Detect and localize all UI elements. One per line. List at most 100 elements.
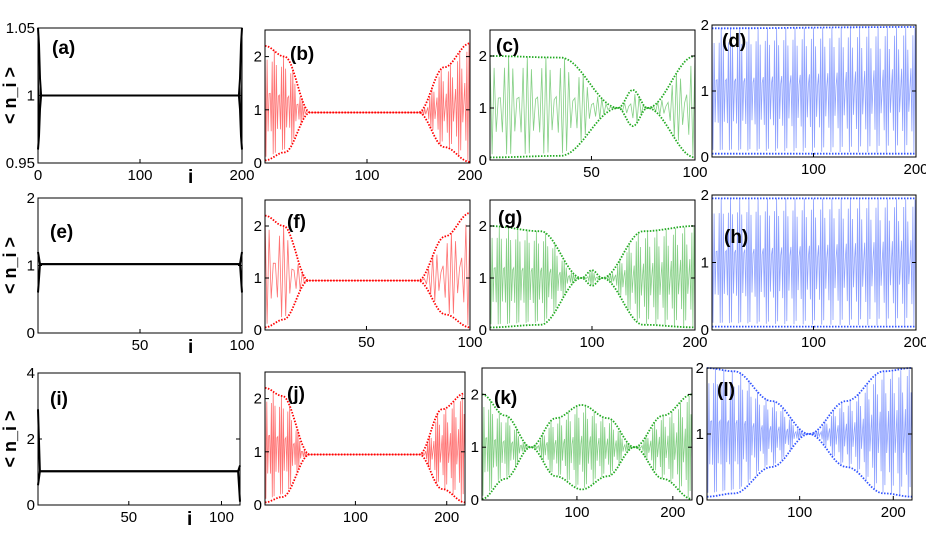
subplot-e: 0 1 2 50 100 (e) i < n_i > xyxy=(0,190,255,358)
y-tick-label: 1 xyxy=(254,270,262,287)
x-tick-label: 50 xyxy=(583,164,600,181)
subplot-b: 0 1 2 100 200 (b) xyxy=(254,29,483,184)
series-line xyxy=(711,27,917,153)
axes-frame xyxy=(264,199,471,331)
series-line xyxy=(481,394,693,498)
subplot-d: 0 1 2 100 200 (d) xyxy=(701,17,926,178)
y-tick-label: 2 xyxy=(479,48,487,65)
panel-label: (l) xyxy=(717,380,735,401)
x-tick-label: 200 xyxy=(903,334,926,351)
y-tick-label: 1.05 xyxy=(6,20,35,37)
y-tick-label: 1 xyxy=(254,444,262,461)
x-tick-label: 100 xyxy=(343,509,368,526)
y-tick-label: 2 xyxy=(27,190,35,207)
x-tick-label: 100 xyxy=(457,334,482,351)
x-tick-label: 200 xyxy=(881,504,906,521)
panel-label: (a) xyxy=(52,38,75,59)
x-tick-label: 100 xyxy=(787,504,812,521)
x-tick-label: 100 xyxy=(127,167,152,184)
subplot-f: 0 1 2 50 100 (f) xyxy=(254,199,483,351)
x-tick-label: 100 xyxy=(354,167,379,184)
y-tick-label: 0.95 xyxy=(6,155,35,172)
series-line xyxy=(37,409,241,500)
panel-label: (b) xyxy=(290,44,314,65)
panel-label: (h) xyxy=(724,227,748,248)
series-upper-envelope xyxy=(490,225,695,279)
x-tick-label: 200 xyxy=(229,167,254,184)
x-tick-label: 50 xyxy=(132,337,149,354)
y-tick-label: 2 xyxy=(254,49,262,66)
series-upper-envelope xyxy=(37,409,241,473)
x-tick-label: 100 xyxy=(229,337,254,354)
y-tick-label: 1 xyxy=(254,102,262,119)
subplot-a: 0.95 1 1.05 0 100 200 (a) i < n_i > xyxy=(0,20,255,188)
x-tick-label: 100 xyxy=(682,164,707,181)
y-tick-label: 1 xyxy=(27,258,35,275)
subplot-k: 0 1 2 100 200 (k) xyxy=(471,367,693,521)
subplot-i: 0 2 4 50 100 (i) i < n_i > xyxy=(0,365,241,530)
y-tick-label: 2 xyxy=(479,218,487,235)
x-tick-label: 200 xyxy=(457,167,482,184)
panel-label: (g) xyxy=(498,208,522,229)
y-tick-label: 0 xyxy=(471,492,479,509)
series-upper-envelope xyxy=(707,367,912,435)
series-lower-envelope xyxy=(490,277,695,329)
x-tick-label: 50 xyxy=(358,334,375,351)
y-tick-label: 4 xyxy=(27,365,35,382)
x-tick-label: 100 xyxy=(564,504,589,521)
y-tick-label: 0 xyxy=(479,152,487,169)
series-lower-envelope xyxy=(707,433,912,498)
panel-label: (d) xyxy=(722,31,746,52)
series-upper-envelope xyxy=(265,42,471,114)
y-axis-label: < n_i > xyxy=(0,410,20,467)
y-tick-label: 0 xyxy=(696,492,704,509)
series-line xyxy=(264,44,471,161)
y-tick-label: 1 xyxy=(27,88,35,105)
panel-label: (e) xyxy=(50,222,73,243)
x-tick-label: 100 xyxy=(801,161,826,178)
y-tick-label: 1 xyxy=(471,439,479,456)
y-tick-label: 2 xyxy=(27,431,35,448)
y-tick-label: 0 xyxy=(27,325,35,342)
y-tick-label: 2 xyxy=(254,391,262,408)
series-lower-envelope xyxy=(264,279,471,329)
x-axis-label: i xyxy=(187,509,192,530)
panel-label: (c) xyxy=(496,36,519,57)
series-line xyxy=(706,367,913,496)
axes-frame xyxy=(264,371,466,506)
axes-frame xyxy=(489,29,696,161)
series-lower-envelope xyxy=(265,453,465,504)
panel-label: (i) xyxy=(50,389,68,410)
axes-frame xyxy=(481,367,693,501)
series-line xyxy=(489,225,696,327)
series-upper-envelope xyxy=(481,393,693,449)
y-tick-label: 1 xyxy=(696,426,704,443)
series-line xyxy=(711,198,917,326)
subplot-j: 0 1 2 100 200 (j) xyxy=(254,371,466,526)
y-tick-label: 2 xyxy=(471,386,479,403)
series-upper-envelope xyxy=(490,55,696,109)
series-upper-envelope xyxy=(37,251,243,266)
x-tick-label: 0 xyxy=(34,167,42,184)
series-lower-envelope xyxy=(265,111,470,163)
x-tick-label: 100 xyxy=(209,509,234,526)
series-line xyxy=(37,251,243,291)
x-axis-label: i xyxy=(188,337,193,358)
x-tick-label: 200 xyxy=(682,334,707,351)
series-upper-envelope xyxy=(265,387,465,456)
series-lower-envelope xyxy=(37,263,243,293)
x-axis-label: i xyxy=(188,167,193,188)
axes-frame xyxy=(489,199,696,331)
panel-label: (f) xyxy=(287,212,306,233)
axes-frame xyxy=(37,372,241,506)
y-tick-label: 0 xyxy=(254,497,262,514)
x-tick-label: 50 xyxy=(120,509,137,526)
y-tick-label: 0 xyxy=(27,497,35,514)
axes-frame xyxy=(264,29,471,164)
series-lower-envelope xyxy=(37,470,241,502)
subplot-l: 0 1 2 100 200 (l) xyxy=(696,360,913,521)
series-line xyxy=(489,55,696,156)
y-tick-label: 0 xyxy=(254,322,262,339)
y-tick-label: 2 xyxy=(254,218,262,235)
